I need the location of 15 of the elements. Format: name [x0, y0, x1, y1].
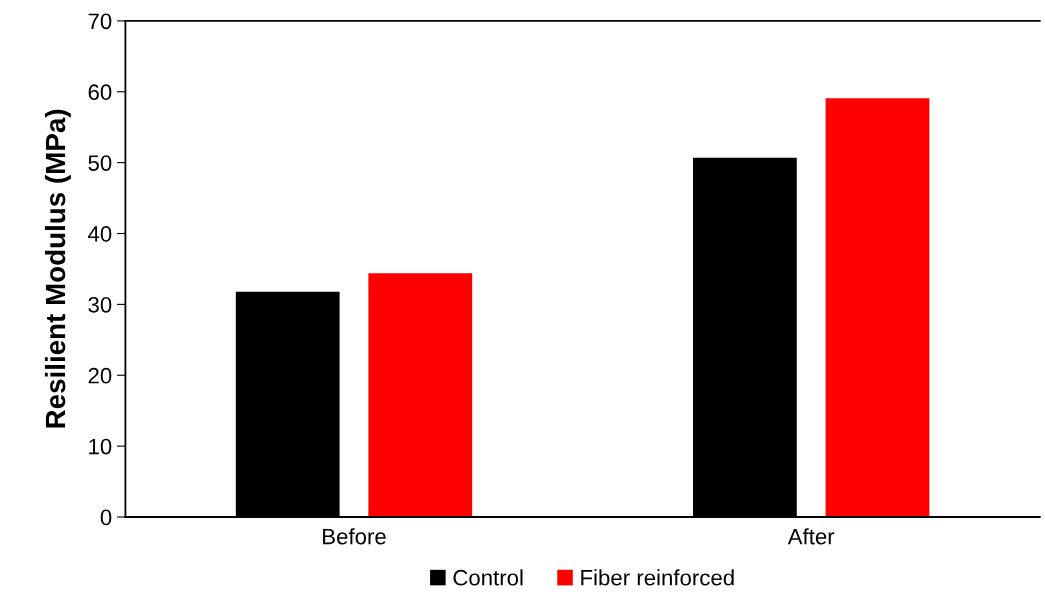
- y-tick-label: 10: [89, 438, 112, 455]
- y-axis-title: Resilient Modulus (MPa): [44, 109, 71, 428]
- bar: [368, 273, 473, 517]
- y-tick-label: 60: [88, 84, 112, 101]
- legend-label: Fiber reinforced: [581, 569, 734, 586]
- y-tick-label: 70: [88, 13, 112, 30]
- x-tick-label: Before: [323, 528, 386, 545]
- y-tick-label: 0: [100, 509, 112, 526]
- legend-label: Control: [453, 569, 523, 586]
- x-tick-label: After: [787, 528, 835, 545]
- y-tick-label: 30: [88, 296, 112, 313]
- y-tick-label: 50: [88, 155, 112, 171]
- y-tick-label: 40: [88, 226, 112, 242]
- bar: [825, 98, 930, 517]
- y-tick-label: 20: [88, 367, 112, 384]
